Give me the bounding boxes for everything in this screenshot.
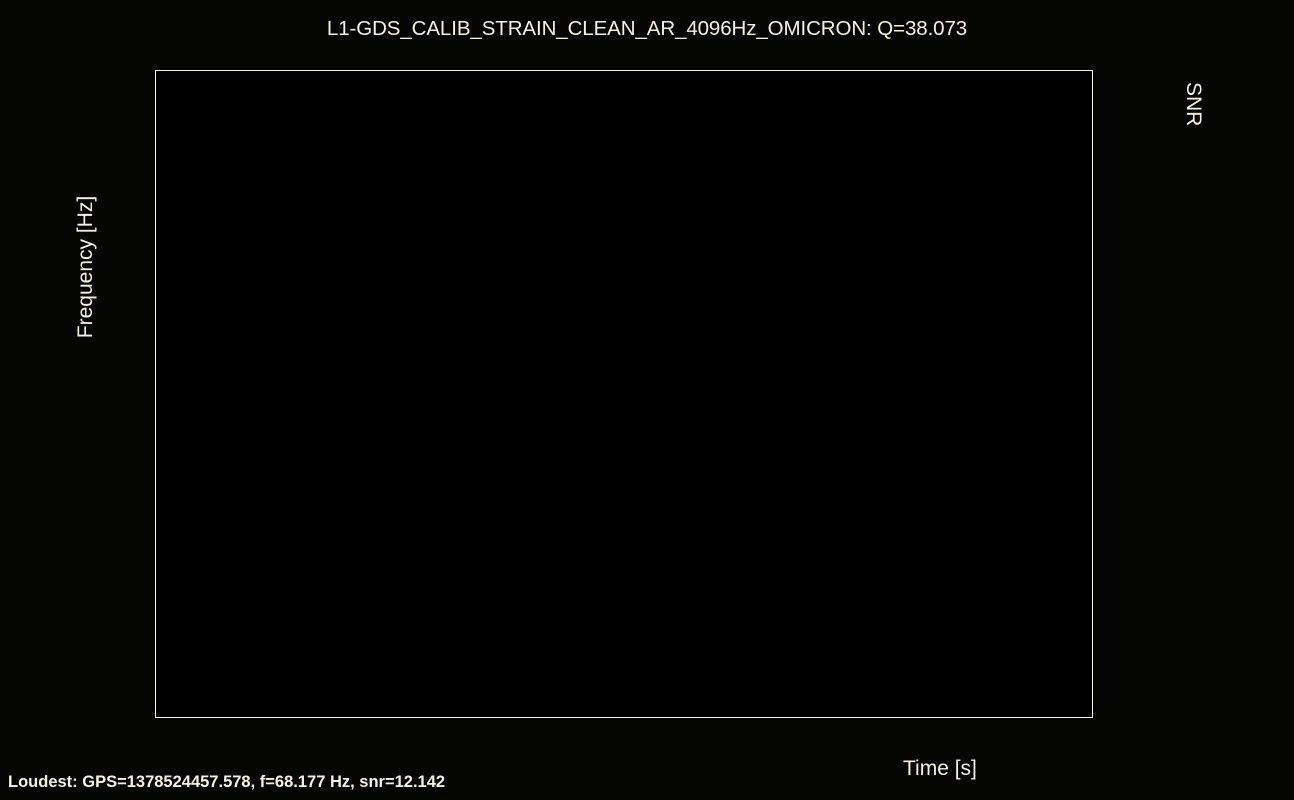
colorbar-gradient bbox=[1098, 70, 1130, 718]
axis-tick-marks bbox=[156, 71, 1092, 717]
loudest-event-status: Loudest: GPS=1378524457.578, f=68.177 Hz… bbox=[8, 773, 446, 791]
spectrogram-plot-area[interactable] bbox=[155, 70, 1093, 718]
x-axis-label: Time [s] bbox=[903, 757, 977, 780]
y-axis-ticks bbox=[0, 0, 149, 800]
colorbar-title: SNR bbox=[1182, 82, 1205, 127]
page-title: L1-GDS_CALIB_STRAIN_CLEAN_AR_4096Hz_OMIC… bbox=[326, 17, 968, 40]
